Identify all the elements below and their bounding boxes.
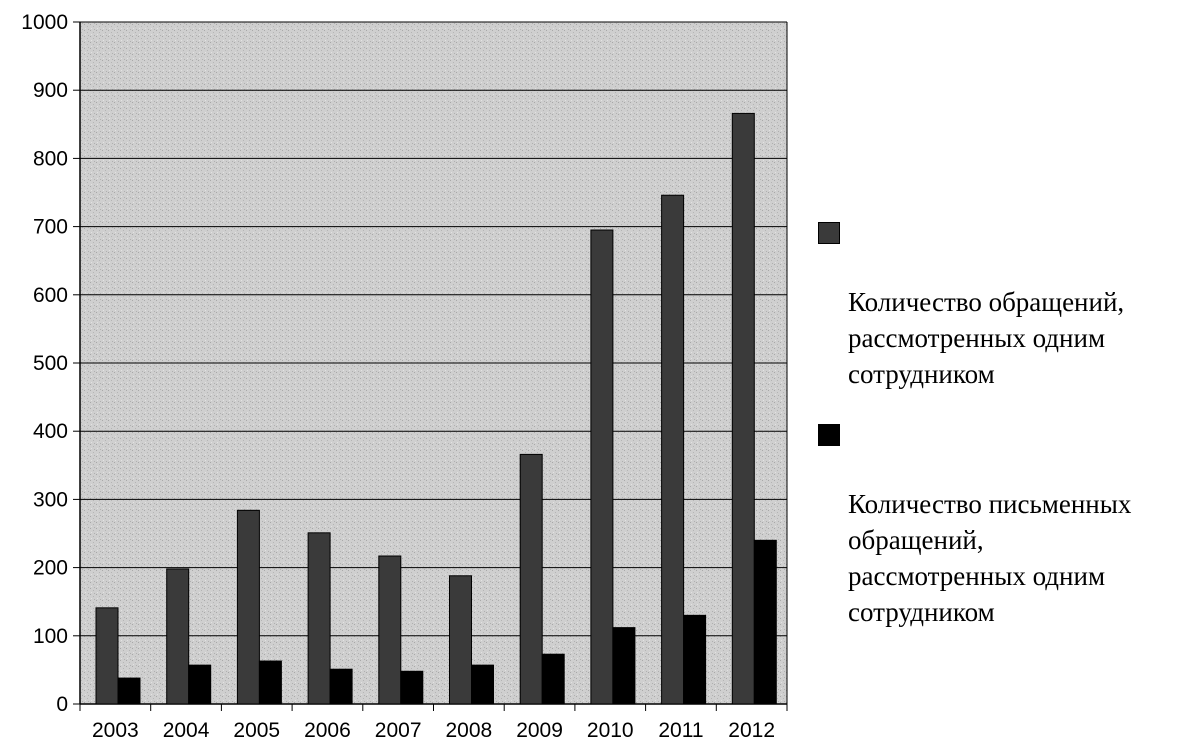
bar-total-2004 [166,568,190,705]
y-tick-label: 300 [33,488,68,511]
y-tick-label: 500 [33,352,68,375]
y-tick-label: 0 [56,693,68,716]
bar-written-2008 [471,664,494,705]
x-tick-label: 2006 [304,719,351,742]
bar-written-2006 [329,668,353,705]
x-tick-label: 2004 [163,719,210,742]
bar-written-2005 [258,660,282,705]
bar-written-2010 [612,627,636,705]
bar-written-2009 [541,653,565,705]
bar-total-2012 [731,112,755,705]
y-tick-label: 700 [33,216,68,239]
bar-total-2008 [449,575,472,705]
bar-written-2007 [400,670,424,705]
bar-total-2009 [519,453,543,705]
bar-total-2006 [307,532,331,705]
y-tick-label: 100 [33,625,68,648]
y-tick-label: 600 [33,284,68,307]
y-tick-label: 800 [33,147,68,170]
legend-swatch-written [818,424,840,446]
bar-total-2005 [236,509,260,705]
legend-label-written: Количество письменных обращений, рассмот… [848,489,1132,627]
legend-item-written: Количество письменных обращений, рассмот… [818,414,1199,630]
legend-swatch-total [818,222,840,244]
bar-written-2011 [683,614,707,705]
bar-written-2003 [117,677,141,705]
x-tick-label: 2012 [728,719,775,742]
bar-total-2011 [661,194,685,705]
bar-total-2010 [590,229,614,705]
y-tick-label: 200 [33,557,68,580]
bar-written-2004 [188,664,212,705]
x-tick-label: 2011 [658,719,703,742]
x-tick-label: 2010 [587,719,634,742]
x-tick-label: 2003 [92,719,139,742]
x-tick-label: 2008 [445,719,492,742]
y-tick-label: 900 [33,79,68,102]
bar-total-2007 [378,555,402,705]
x-tick-label: 2009 [516,719,563,742]
legend: Количество обращений, рассмотренных одни… [818,212,1199,652]
y-tick-label: 400 [33,420,68,443]
x-tick-label: 2005 [233,719,280,742]
bar-total-2003 [95,607,119,705]
legend-item-total: Количество обращений, рассмотренных одни… [818,212,1199,392]
y-tick-label: 1000 [21,11,68,34]
bar-written-2012 [753,539,777,705]
legend-label-total: Количество обращений, рассмотренных одни… [848,287,1125,389]
x-tick-label: 2007 [375,719,422,742]
